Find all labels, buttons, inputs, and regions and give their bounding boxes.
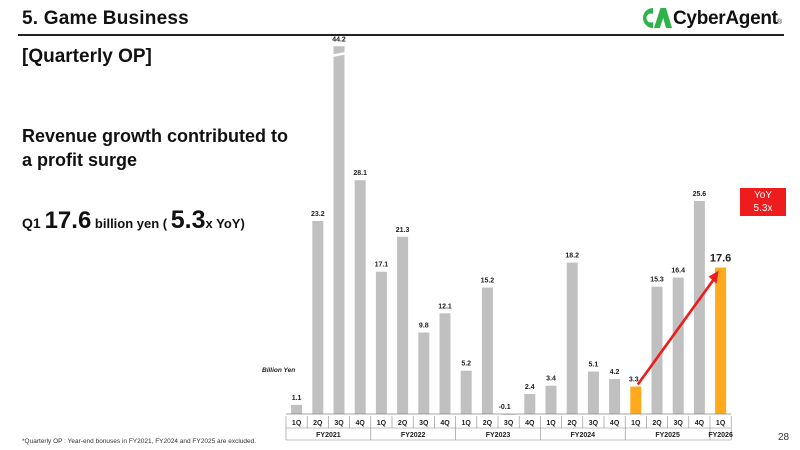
bar-3 (354, 180, 366, 414)
bar-17 (651, 286, 663, 414)
bar-20 (715, 267, 727, 414)
value-label-8: 5.2 (461, 361, 471, 368)
bar-2 (333, 46, 345, 414)
q1-summary: Q1 17.6 billion yen ( 5.3x YoY) (22, 206, 245, 235)
value-label-3: 28.1 (353, 170, 367, 177)
value-label-7: 12.1 (438, 303, 452, 310)
tick-label-5: 2Q (398, 420, 408, 427)
value-label-0: 1.1 (292, 395, 302, 402)
tick-label-11: 4Q (525, 420, 535, 427)
tick-label-19: 4Q (695, 420, 705, 427)
footnote: *Quarterly OP : Year-end bonuses in FY20… (22, 438, 257, 445)
cyberagent-logo: CyberAgent ® (640, 5, 790, 33)
growth-arrow-line (636, 278, 715, 386)
tick-label-2: 3Q (334, 420, 344, 427)
logo-mark-icon (643, 8, 672, 28)
tick-label-17: 2Q (652, 420, 662, 427)
q1-ratio: 5.3 (170, 206, 206, 234)
value-label-1: 23.2 (311, 211, 325, 218)
tick-label-13: 2Q (568, 420, 578, 427)
value-label-16: 3.3 (629, 377, 639, 384)
bar-19 (693, 201, 705, 414)
axis-break-mark (330, 51, 348, 58)
logo-registered-mark: ® (777, 19, 783, 26)
tick-label-4: 1Q (377, 420, 387, 427)
fiscal-year-label-0: FY2021 (316, 432, 341, 439)
bar-16 (630, 386, 642, 414)
value-label-15: 4.2 (610, 369, 620, 376)
value-label-9: 15.2 (481, 278, 495, 285)
q1-prefix: Q1 (22, 215, 45, 231)
tick-label-15: 4Q (610, 420, 620, 427)
fiscal-year-label-3: FY2024 (571, 432, 596, 439)
bar-4 (375, 271, 387, 414)
bar-10 (503, 414, 515, 415)
tick-label-20: 1Q (716, 420, 726, 427)
value-label-2: 44.2 (332, 36, 346, 43)
q1-suffix: x YoY) (205, 216, 245, 231)
value-label-17: 15.3 (650, 277, 664, 284)
bar-9 (481, 287, 493, 414)
value-label-13: 18.2 (565, 253, 579, 260)
fiscal-year-label-5: FY2026 (708, 432, 733, 439)
yoy-callout-value: 5.3x (753, 203, 773, 214)
q1-unit: billion yen ( (91, 216, 171, 231)
tick-label-3: 4Q (356, 420, 366, 427)
bar-1 (312, 220, 324, 414)
value-label-10: -0.1 (499, 404, 511, 411)
tick-label-0: 1Q (292, 420, 302, 427)
logo-text: CyberAgent (673, 8, 778, 29)
title-divider (18, 34, 784, 36)
tick-label-6: 3Q (419, 420, 429, 427)
tick-label-8: 1Q (462, 420, 472, 427)
tick-label-1: 2Q (313, 420, 323, 427)
bar-13 (566, 262, 578, 414)
tick-label-7: 4Q (440, 420, 450, 427)
tick-label-16: 1Q (631, 420, 641, 427)
bar-0 (291, 404, 303, 414)
value-label-11: 2.4 (525, 384, 535, 391)
bar-5 (397, 236, 409, 414)
value-label-20: 17.6 (710, 253, 731, 265)
value-label-14: 5.1 (589, 362, 599, 369)
headline: Revenue growth contributed to a profit s… (22, 126, 289, 170)
bar-7 (439, 313, 451, 414)
tick-label-12: 1Q (546, 420, 556, 427)
value-label-12: 3.4 (546, 376, 556, 383)
chart-subtitle: [Quarterly OP] (22, 46, 152, 67)
value-label-19: 25.6 (693, 191, 707, 198)
bar-12 (545, 385, 557, 414)
bar-11 (524, 394, 536, 414)
q1-value: 17.6 (44, 207, 92, 234)
bar-6 (418, 332, 430, 414)
value-label-4: 17.1 (375, 262, 389, 269)
fiscal-year-label-1: FY2022 (401, 432, 426, 439)
tick-label-10: 3Q (504, 420, 514, 427)
fiscal-year-label-2: FY2023 (486, 432, 511, 439)
bar-14 (587, 371, 599, 414)
bar-8 (460, 370, 472, 414)
section-title: 5. Game Business (22, 8, 189, 29)
yoy-callout: YoY 5.3x (740, 188, 786, 216)
bar-15 (609, 379, 621, 414)
page-number: 28 (778, 432, 790, 443)
tick-label-9: 2Q (483, 420, 493, 427)
value-label-6: 9.8 (419, 322, 429, 329)
y-axis-unit-label: Billion Yen (262, 367, 295, 374)
fiscal-year-label-4: FY2025 (655, 432, 680, 439)
growth-arrow-head (708, 270, 719, 284)
value-label-18: 16.4 (671, 268, 685, 275)
yoy-callout-label: YoY (754, 190, 772, 201)
bar-18 (672, 277, 684, 414)
tick-label-14: 3Q (589, 420, 599, 427)
value-label-5: 21.3 (396, 227, 410, 234)
tick-label-18: 3Q (674, 420, 684, 427)
